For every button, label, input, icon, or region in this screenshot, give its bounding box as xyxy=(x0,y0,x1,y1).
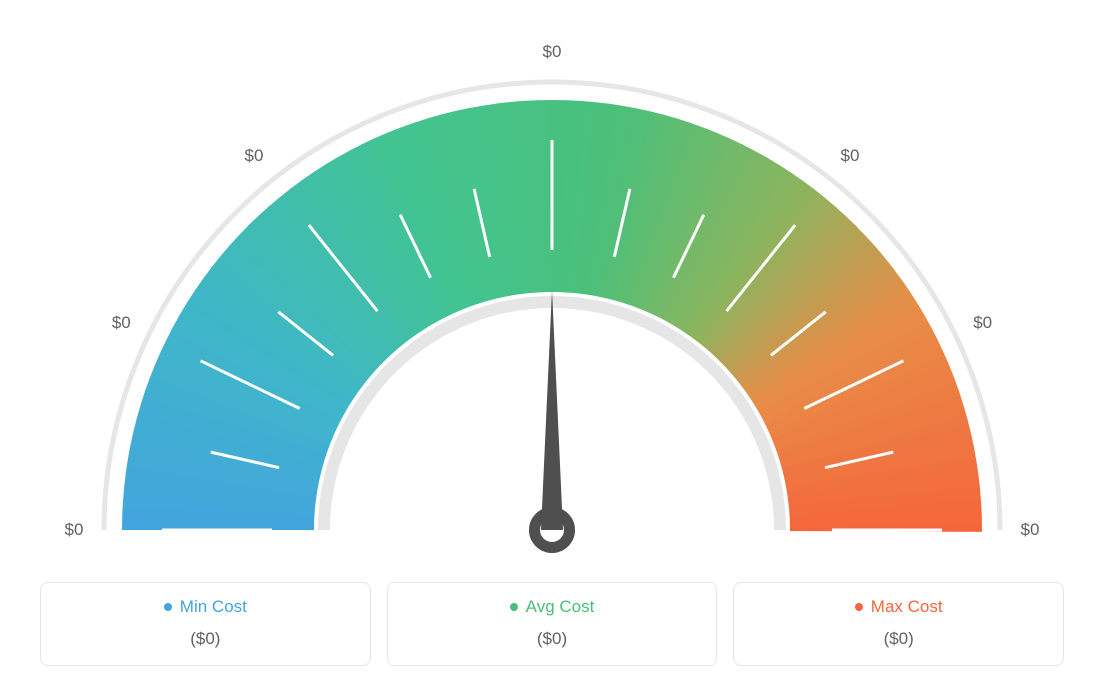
legend-card-max: Max Cost ($0) xyxy=(733,582,1064,666)
tick-label: $0 xyxy=(65,520,84,540)
tick-label: $0 xyxy=(1021,520,1040,540)
gauge-chart: $0 $0 $0 $0 $0 $0 $0 xyxy=(0,0,1104,560)
gauge-needle xyxy=(541,290,563,530)
legend-card-avg: Avg Cost ($0) xyxy=(387,582,718,666)
legend-dot-icon xyxy=(510,603,518,611)
legend-label: Max Cost xyxy=(871,597,943,617)
legend-value: ($0) xyxy=(53,629,358,649)
gauge-svg xyxy=(0,30,1104,590)
legend-label: Min Cost xyxy=(180,597,247,617)
legend-label-row: Max Cost xyxy=(746,597,1051,617)
tick-label: $0 xyxy=(245,146,264,166)
legend-label-row: Min Cost xyxy=(53,597,358,617)
legend-value: ($0) xyxy=(400,629,705,649)
tick-label: $0 xyxy=(841,146,860,166)
legend-value: ($0) xyxy=(746,629,1051,649)
legend-dot-icon xyxy=(164,603,172,611)
tick-label: $0 xyxy=(973,313,992,333)
legend-card-min: Min Cost ($0) xyxy=(40,582,371,666)
legend-row: Min Cost ($0) Avg Cost ($0) Max Cost ($0) xyxy=(40,582,1064,666)
legend-label: Avg Cost xyxy=(526,597,595,617)
tick-label: $0 xyxy=(543,42,562,62)
tick-label: $0 xyxy=(112,313,131,333)
legend-dot-icon xyxy=(855,603,863,611)
legend-label-row: Avg Cost xyxy=(400,597,705,617)
